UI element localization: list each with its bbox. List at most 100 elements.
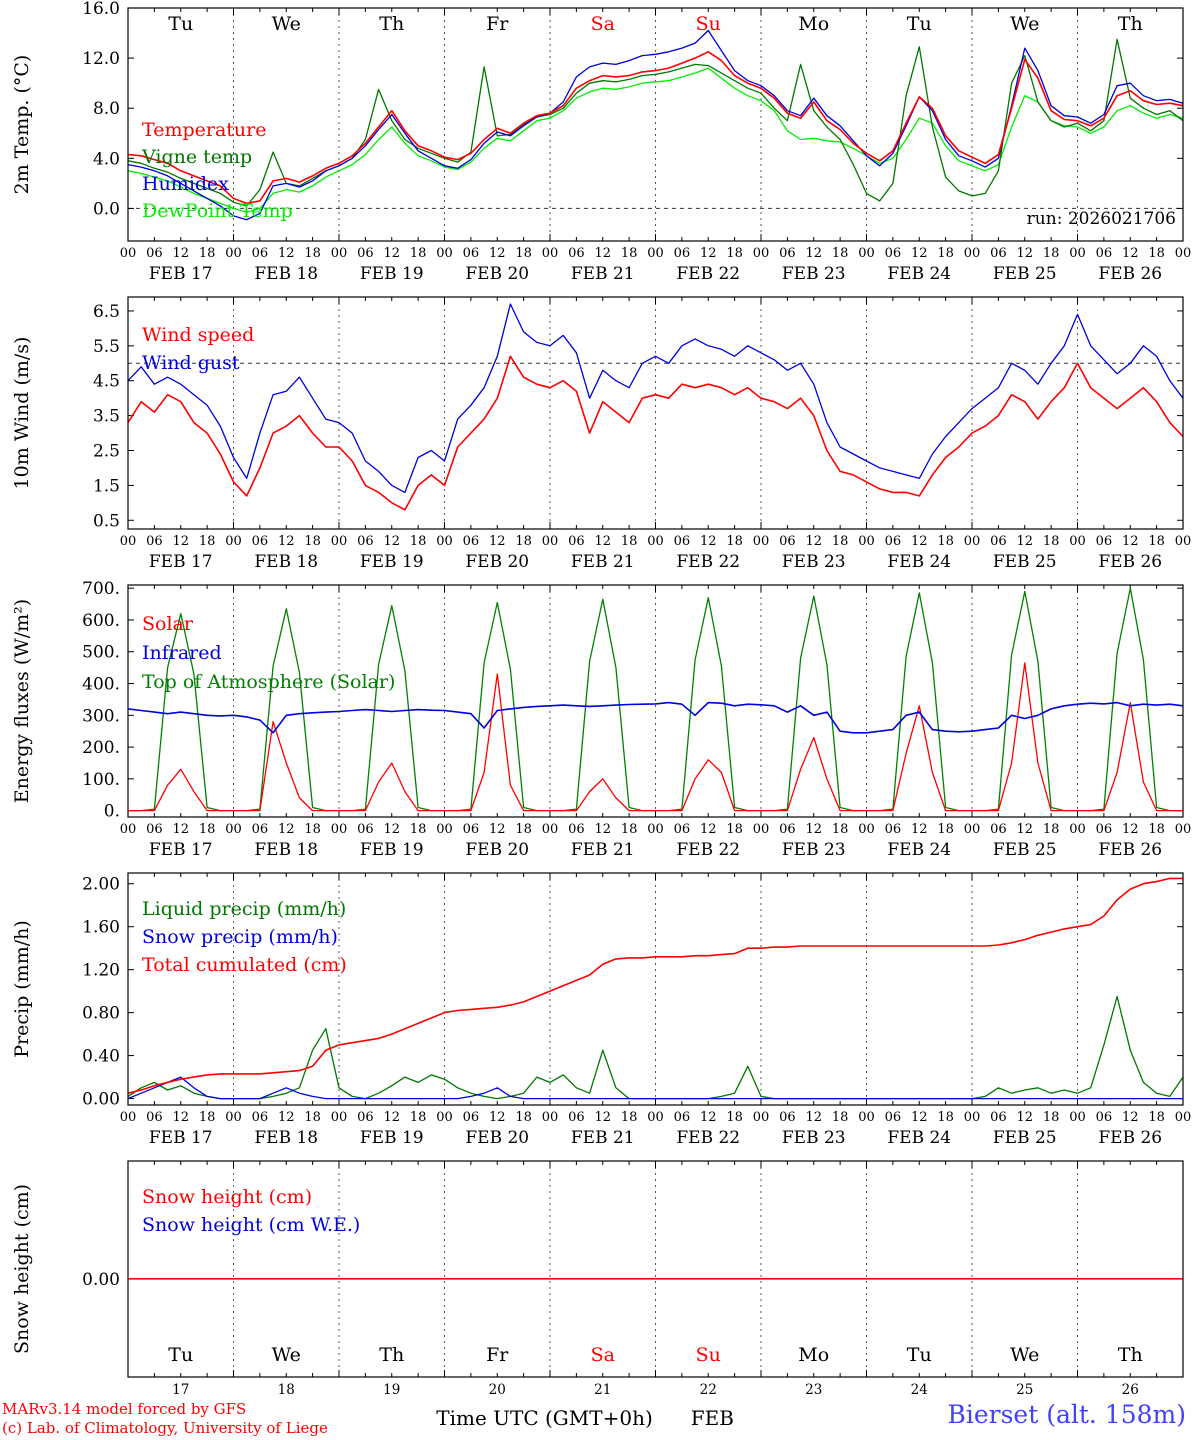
hour-tick-label: 00	[1069, 822, 1086, 837]
day-name-label: Tu	[907, 13, 932, 35]
hour-tick-label: 00	[1175, 246, 1192, 261]
date-label: FEB 21	[571, 1128, 635, 1148]
hour-tick-label: 12	[700, 1110, 717, 1125]
plot-frame	[127, 7, 1184, 242]
hour-tick-label: 12	[383, 246, 400, 261]
hour-tick-label: 18	[1043, 534, 1060, 549]
hour-tick-label: 12	[489, 1110, 506, 1125]
hour-tick-label: 18	[410, 534, 427, 549]
hour-tick-label: 06	[779, 1110, 796, 1125]
y-tick-label: 6.5	[93, 302, 120, 322]
day-name-label: Th	[1118, 13, 1143, 35]
series-wind-gust	[127, 303, 1184, 494]
hour-tick-label: 18	[199, 534, 216, 549]
hour-tick-label: 18	[1043, 246, 1060, 261]
hour-tick-label: 12	[1016, 1110, 1033, 1125]
model-credit-line2: (c) Lab. of Climatology, University of L…	[2, 1419, 328, 1437]
hour-tick-label: 12	[700, 246, 717, 261]
date-label: FEB 25	[993, 264, 1057, 284]
date-label: FEB 17	[149, 840, 213, 860]
plot-frame	[127, 584, 1184, 818]
hour-tick-label: 00	[331, 534, 348, 549]
hour-tick-label: 18	[515, 822, 532, 837]
hour-tick-label: 18	[1043, 822, 1060, 837]
hour-tick-label: 18	[937, 1110, 954, 1125]
hour-tick-label: 06	[357, 1110, 374, 1125]
hour-tick-label: 06	[990, 822, 1007, 837]
hour-tick-label: 00	[858, 1110, 875, 1125]
date-label: FEB 21	[571, 264, 635, 284]
hour-tick-label: 00	[964, 1110, 981, 1125]
hour-tick-label: 12	[278, 246, 295, 261]
hour-tick-label: 18	[832, 534, 849, 549]
day-name-label: We	[272, 1344, 301, 1366]
hour-tick-label: 06	[885, 246, 902, 261]
day-name-label: Fr	[486, 13, 509, 35]
hour-tick-label: 06	[568, 246, 585, 261]
y-tick-label: 12.0	[82, 49, 120, 69]
day-number-label: 22	[700, 1382, 717, 1398]
hour-tick-label: 06	[885, 534, 902, 549]
hour-tick-label: 12	[805, 822, 822, 837]
legend-energy-1: Infrared	[142, 642, 222, 664]
hour-tick-label: 12	[594, 822, 611, 837]
hour-tick-label: 12	[594, 1110, 611, 1125]
hour-tick-label: 12	[1122, 246, 1139, 261]
day-name-label: Sa	[591, 13, 615, 35]
hour-tick-label: 00	[120, 1110, 137, 1125]
hour-tick-label: 00	[225, 1110, 242, 1125]
hour-tick-label: 18	[937, 822, 954, 837]
date-label: FEB 22	[676, 840, 740, 860]
hour-tick-label: 18	[726, 246, 743, 261]
hour-tick-label: 06	[146, 246, 163, 261]
hour-tick-label: 06	[990, 534, 1007, 549]
hour-tick-label: 06	[779, 822, 796, 837]
hour-tick-label: 18	[726, 822, 743, 837]
hour-tick-label: 12	[805, 246, 822, 261]
date-label: FEB 25	[993, 552, 1057, 572]
y-tick-label: 2.5	[93, 442, 120, 462]
y-axis-label-precip: Precip (mm/h)	[11, 920, 33, 1058]
hour-tick-label: 18	[304, 822, 321, 837]
date-label: FEB 22	[676, 552, 740, 572]
hour-tick-label: 00	[647, 246, 664, 261]
hour-tick-label: 18	[304, 1110, 321, 1125]
date-label: FEB 24	[887, 264, 951, 284]
day-name-label: Th	[379, 1344, 404, 1366]
y-axis-label-temp: 2m Temp. (°C)	[11, 55, 33, 195]
hour-tick-label: 12	[172, 822, 189, 837]
hour-tick-label: 00	[542, 246, 559, 261]
date-label: FEB 19	[360, 264, 424, 284]
legend-precip-1: Snow precip (mm/h)	[142, 926, 338, 948]
hour-tick-label: 12	[172, 1110, 189, 1125]
hour-tick-label: 18	[1043, 1110, 1060, 1125]
day-name-label: Su	[696, 1344, 721, 1366]
date-label: FEB 23	[782, 1128, 846, 1148]
hour-tick-label: 06	[357, 534, 374, 549]
y-axis-label-wind: 10m Wind (m/s)	[11, 337, 33, 490]
series-dewpoint-temp	[127, 67, 1184, 213]
hour-tick-label: 00	[542, 534, 559, 549]
hour-tick-label: 12	[172, 534, 189, 549]
series-wind-speed	[127, 355, 1184, 511]
hour-tick-label: 12	[594, 246, 611, 261]
date-label: FEB 23	[782, 552, 846, 572]
hour-tick-label: 00	[542, 1110, 559, 1125]
y-tick-label: 1.20	[82, 961, 120, 981]
hour-tick-label: 18	[410, 1110, 427, 1125]
hour-tick-label: 12	[1122, 1110, 1139, 1125]
hour-tick-label: 00	[1069, 1110, 1086, 1125]
run-annotation: run: 2026021706	[1027, 209, 1176, 229]
date-label: FEB 26	[1098, 552, 1162, 572]
series-vigne-temp	[127, 38, 1184, 207]
date-label: FEB 18	[254, 1128, 318, 1148]
hour-tick-label: 12	[489, 246, 506, 261]
hour-tick-label: 00	[858, 822, 875, 837]
legend-energy-2: Top of Atmosphere (Solar)	[142, 671, 395, 693]
y-tick-label: 0.0	[93, 199, 120, 219]
hour-tick-label: 18	[1148, 534, 1165, 549]
hour-tick-label: 00	[120, 246, 137, 261]
hour-tick-label: 12	[489, 822, 506, 837]
hour-tick-label: 18	[199, 822, 216, 837]
